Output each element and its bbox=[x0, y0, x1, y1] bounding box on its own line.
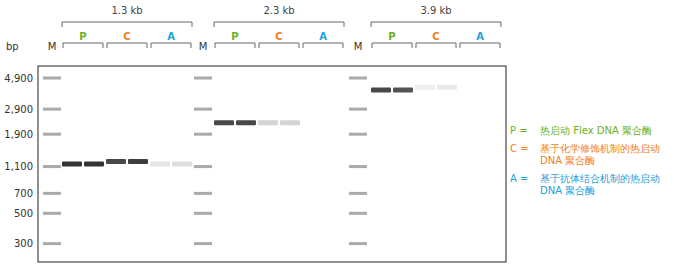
ladder-band bbox=[349, 165, 367, 168]
ladder-band bbox=[349, 242, 367, 245]
band bbox=[62, 161, 82, 166]
ladder-band bbox=[43, 133, 61, 136]
tick-label: 2,900 bbox=[4, 104, 33, 115]
enzyme-bracket bbox=[259, 43, 299, 48]
ladder-band bbox=[43, 108, 61, 111]
group-bracket bbox=[62, 22, 192, 27]
ladder-band bbox=[194, 108, 212, 111]
enzyme-bracket bbox=[416, 43, 456, 48]
band bbox=[258, 120, 278, 125]
enzyme-label: C bbox=[275, 31, 282, 42]
plot-area bbox=[43, 77, 457, 246]
group-label: 3.9 kb bbox=[420, 5, 451, 16]
plot-frame bbox=[38, 66, 506, 262]
enzyme-bracket bbox=[215, 43, 255, 48]
group-label: 1.3 kb bbox=[111, 5, 142, 16]
tick-label: 1,900 bbox=[4, 129, 33, 140]
ladder-band bbox=[194, 165, 212, 168]
enzyme-label: A bbox=[476, 31, 484, 42]
figure: bp 4,900 2,900 1,900 1,100 700 500 300 M M M 1.3 kb… bbox=[0, 0, 674, 271]
enzyme-bracket bbox=[460, 43, 500, 48]
ladder-band bbox=[194, 133, 212, 136]
band bbox=[128, 159, 148, 164]
ladder-band bbox=[43, 212, 61, 215]
legend-text: 热启动 Flex DNA 聚合酶 bbox=[540, 125, 668, 137]
enzyme-bracket bbox=[107, 43, 147, 48]
group-label: 2.3 kb bbox=[263, 5, 294, 16]
ladder-band bbox=[349, 133, 367, 136]
marker-label: M bbox=[199, 41, 208, 52]
band bbox=[393, 88, 413, 93]
tick-label: 300 bbox=[14, 238, 33, 249]
y-axis-label: bp bbox=[6, 41, 19, 52]
ladder-band bbox=[43, 165, 61, 168]
ladder-band bbox=[349, 108, 367, 111]
tick-label: 4,900 bbox=[4, 73, 33, 84]
band bbox=[437, 85, 457, 90]
enzyme-label: A bbox=[319, 31, 327, 42]
enzyme-label: P bbox=[79, 31, 86, 42]
ladder-band bbox=[349, 77, 367, 80]
tick-label: 500 bbox=[14, 208, 33, 219]
enzyme-label: C bbox=[432, 31, 439, 42]
band bbox=[172, 161, 192, 166]
enzyme-bracket bbox=[63, 43, 103, 48]
ladder-band bbox=[43, 77, 61, 80]
enzyme-label: P bbox=[388, 31, 395, 42]
group-bracket bbox=[214, 22, 344, 27]
enzyme-bracket bbox=[372, 43, 412, 48]
ladder-band bbox=[194, 242, 212, 245]
enzyme-label: A bbox=[167, 31, 175, 42]
band bbox=[371, 88, 391, 93]
ladder-band bbox=[194, 77, 212, 80]
band bbox=[84, 161, 104, 166]
enzyme-bracket bbox=[303, 43, 343, 48]
legend-key: C = bbox=[510, 143, 529, 155]
enzyme-label: C bbox=[123, 31, 130, 42]
ladder-band bbox=[43, 192, 61, 195]
enzyme-label: P bbox=[231, 31, 238, 42]
legend-key: P = bbox=[510, 125, 528, 137]
ladder-band bbox=[43, 242, 61, 245]
ladder-band bbox=[194, 192, 212, 195]
ladder-band bbox=[349, 192, 367, 195]
marker-label: M bbox=[48, 41, 57, 52]
band bbox=[236, 120, 256, 125]
legend-key: A = bbox=[510, 173, 528, 185]
legend-text: 基于抗体结合机制的热启动 DNA 聚合酶 bbox=[540, 173, 668, 197]
group-bracket bbox=[371, 22, 501, 27]
tick-label: 1,100 bbox=[4, 161, 33, 172]
band bbox=[106, 159, 126, 164]
legend-text: 基于化学修饰机制的热启动 DNA 聚合酶 bbox=[540, 143, 668, 167]
band bbox=[150, 161, 170, 166]
band bbox=[214, 120, 234, 125]
tick-label: 700 bbox=[14, 188, 33, 199]
band bbox=[280, 120, 300, 125]
enzyme-bracket bbox=[151, 43, 191, 48]
marker-label: M bbox=[354, 41, 363, 52]
ladder-band bbox=[194, 212, 212, 215]
ladder-band bbox=[349, 212, 367, 215]
band bbox=[415, 85, 435, 90]
